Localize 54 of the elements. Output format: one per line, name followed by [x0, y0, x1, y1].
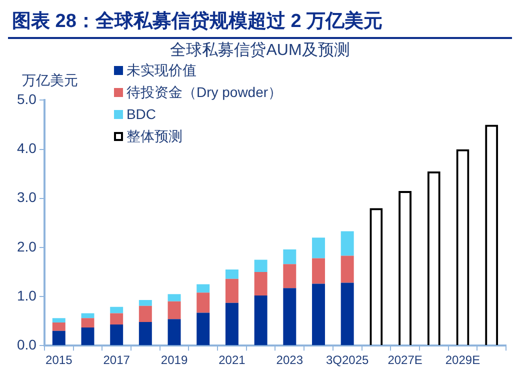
bar	[110, 306, 124, 314]
bar	[196, 292, 210, 313]
bar	[312, 258, 325, 284]
bar	[110, 313, 124, 324]
bar	[168, 301, 181, 320]
x-tick-label: 2021	[218, 353, 246, 368]
legend-label: BDC	[126, 105, 156, 124]
legend-label: 未实现价值	[126, 61, 196, 80]
bar	[283, 249, 296, 264]
bar	[196, 312, 210, 346]
bar	[52, 322, 66, 331]
bar	[225, 278, 238, 303]
bar	[312, 284, 325, 346]
y-tick-label: 2.0	[16, 238, 37, 254]
bar	[340, 231, 354, 256]
x-tick-label: 2027E	[388, 353, 422, 368]
x-tick-label: 2023	[276, 353, 304, 368]
x-tick-label: 2015	[46, 353, 73, 368]
bar	[81, 313, 94, 318]
x-tick-label: 2019	[160, 353, 188, 368]
bar	[168, 319, 181, 346]
bar	[196, 284, 210, 293]
bar	[52, 330, 66, 346]
bar	[340, 282, 354, 346]
legend-label: 整体预测	[126, 127, 182, 146]
bar	[312, 238, 325, 258]
bar	[110, 324, 124, 346]
x-tick-label: 2017	[103, 353, 130, 368]
bar	[254, 296, 268, 346]
y-tick-label: 3.0	[16, 189, 37, 206]
chart-title: 图表 28：全球私募信贷规模超过 2 万亿美元	[8, 8, 512, 39]
bar	[340, 256, 354, 283]
legend-label: 待投资金（Dry powder）	[126, 83, 282, 102]
bar	[138, 306, 152, 322]
bar	[168, 294, 181, 302]
bar	[225, 270, 238, 279]
y-axis-title: 万亿美元	[22, 72, 78, 88]
y-tick-label: 1.0	[16, 287, 37, 304]
bar	[225, 302, 238, 346]
bar	[283, 288, 296, 346]
y-tick-label: 5.0	[16, 91, 37, 108]
bar	[283, 264, 296, 288]
y-tick-label: 4.0	[16, 140, 37, 156]
bar	[254, 260, 268, 272]
y-tick-label: 0.0	[16, 336, 37, 352]
x-tick-label: 3Q2025	[326, 353, 370, 368]
x-tick-label: 2029E	[445, 353, 480, 368]
bar	[254, 272, 268, 296]
bar	[138, 300, 152, 306]
bar	[52, 318, 66, 323]
bar	[81, 318, 94, 328]
bar	[138, 322, 152, 346]
bar	[81, 327, 94, 346]
chart-subtitle: 全球私募信贷AUM及预测	[170, 41, 350, 60]
